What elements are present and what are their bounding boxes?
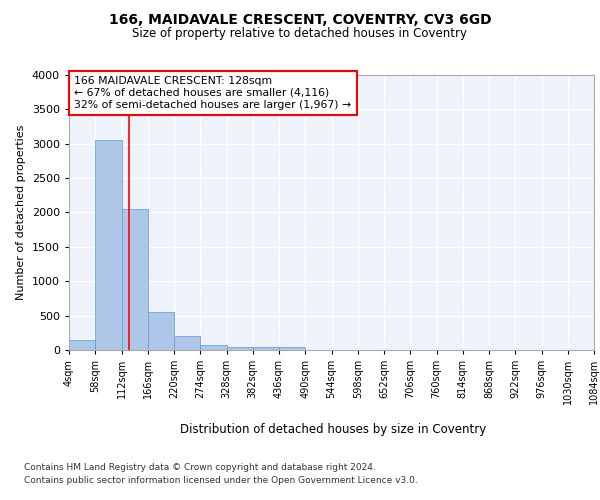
Bar: [121, 209, 148, 350]
Bar: [279, 346, 305, 350]
Text: Distribution of detached houses by size in Coventry: Distribution of detached houses by size …: [180, 422, 486, 436]
Bar: [148, 312, 174, 350]
Text: Contains HM Land Registry data © Crown copyright and database right 2024.: Contains HM Land Registry data © Crown c…: [24, 462, 376, 471]
Text: 166, MAIDAVALE CRESCENT, COVENTRY, CV3 6GD: 166, MAIDAVALE CRESCENT, COVENTRY, CV3 6…: [109, 12, 491, 26]
Bar: [253, 346, 279, 350]
Text: 166 MAIDAVALE CRESCENT: 128sqm
← 67% of detached houses are smaller (4,116)
32% : 166 MAIDAVALE CRESCENT: 128sqm ← 67% of …: [74, 76, 352, 110]
Text: Contains public sector information licensed under the Open Government Licence v3: Contains public sector information licen…: [24, 476, 418, 485]
Bar: [227, 346, 253, 350]
Y-axis label: Number of detached properties: Number of detached properties: [16, 125, 26, 300]
Bar: [95, 140, 121, 350]
Bar: [69, 340, 95, 350]
Bar: [174, 336, 200, 350]
Bar: [200, 345, 227, 350]
Text: Size of property relative to detached houses in Coventry: Size of property relative to detached ho…: [133, 28, 467, 40]
